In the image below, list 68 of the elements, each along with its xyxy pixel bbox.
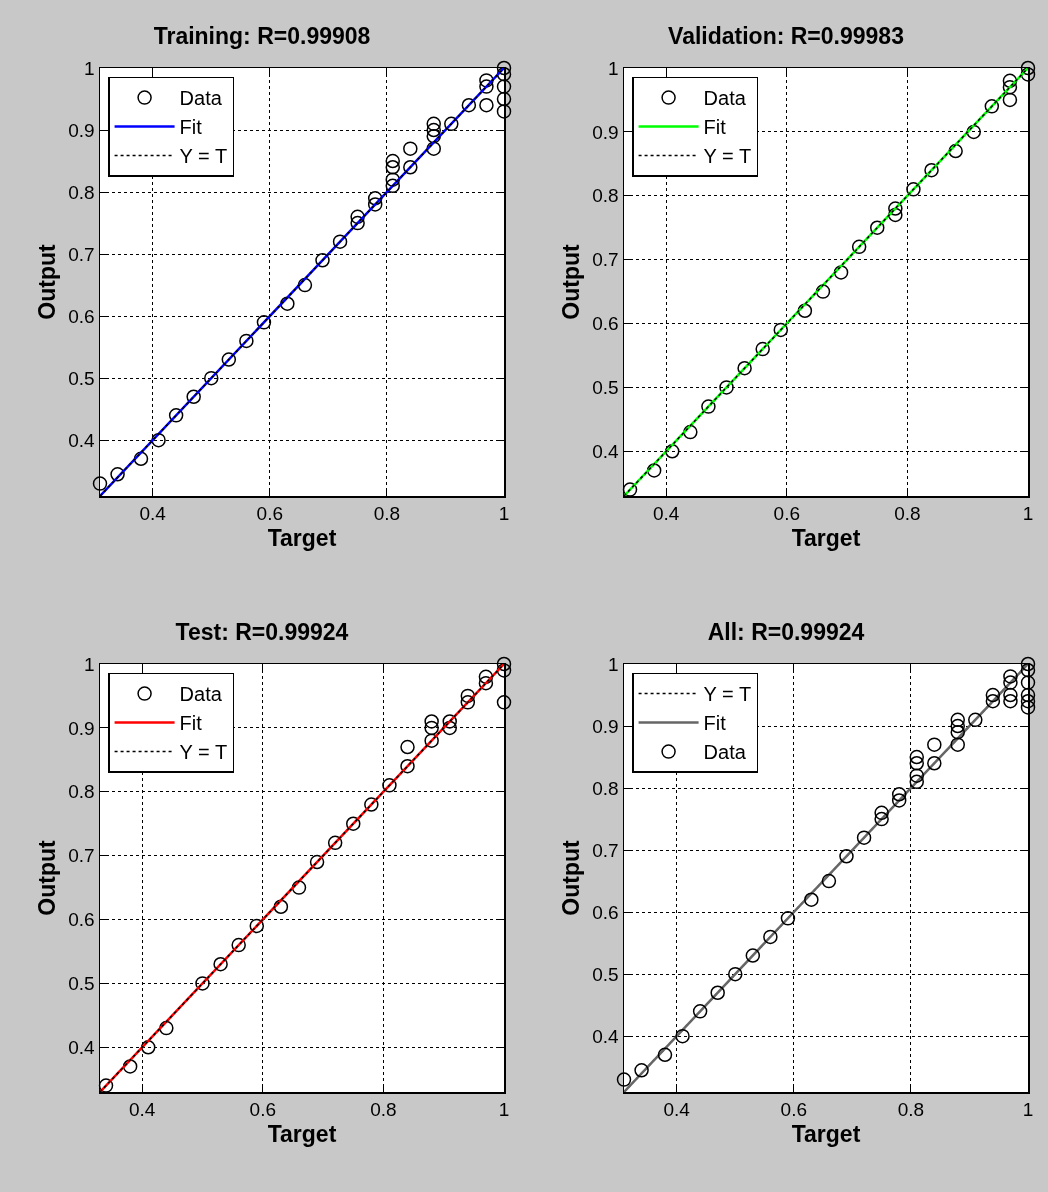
x-axis-title: Target xyxy=(267,1120,337,1147)
y-tick-label: 0.9 xyxy=(68,717,95,739)
x-tick-label: 0.6 xyxy=(780,1099,808,1121)
x-tick-label: 0.4 xyxy=(129,1099,156,1121)
y-tick-label: 0.5 xyxy=(592,963,619,985)
x-tick-label: 0.8 xyxy=(370,1099,397,1121)
x-tick-label: 1 xyxy=(1022,503,1034,525)
y-tick-label: 0.9 xyxy=(592,121,619,143)
y-tick-label: 0.5 xyxy=(68,367,95,389)
legend-label: Y = T xyxy=(179,741,228,764)
x-axis-title: Target xyxy=(267,524,337,551)
y-axis-title: Output xyxy=(557,839,584,916)
y-tick-label: 0.5 xyxy=(68,973,95,995)
x-tick-label: 0.4 xyxy=(139,503,167,525)
y-tick-label: 0.6 xyxy=(68,909,95,931)
y-tick-label: 0.4 xyxy=(68,1036,96,1058)
y-tick-label: 0.4 xyxy=(68,429,96,451)
legend-label: Y = T xyxy=(703,145,752,168)
chart-title: Training: R=0.99908 xyxy=(153,22,371,49)
y-tick-label: 0.8 xyxy=(592,777,619,799)
y-tick-label: 1 xyxy=(608,653,619,675)
chart-title: All: R=0.99924 xyxy=(707,618,865,645)
legend-label: Fit xyxy=(179,116,203,139)
x-tick-label: 0.8 xyxy=(897,1099,925,1121)
x-axis-title: Target xyxy=(791,1120,861,1147)
y-tick-label: 0.8 xyxy=(68,781,95,803)
y-tick-label: 0.8 xyxy=(592,185,619,207)
x-tick-label: 0.6 xyxy=(773,503,801,525)
chart-title: Validation: R=0.99983 xyxy=(668,22,904,49)
legend-label: Data xyxy=(703,87,747,110)
x-tick-label: 0.8 xyxy=(373,503,401,525)
x-tick-label: 0.6 xyxy=(256,503,284,525)
y-tick-label: 0.9 xyxy=(68,119,95,141)
y-tick-label: 1 xyxy=(84,653,95,675)
y-tick-label: 0.7 xyxy=(68,243,95,265)
y-tick-label: 0.9 xyxy=(592,715,619,737)
y-tick-label: 0.7 xyxy=(68,845,95,867)
legend-label: Data xyxy=(703,741,747,764)
x-tick-label: 0.4 xyxy=(663,1099,691,1121)
y-tick-label: 0.5 xyxy=(592,377,619,399)
legend-label: Y = T xyxy=(703,683,752,706)
x-tick-label: 0.4 xyxy=(653,503,680,525)
legend-label: Data xyxy=(179,683,223,706)
chart-title: Test: R=0.99924 xyxy=(175,618,349,645)
y-tick-label: 0.4 xyxy=(592,440,620,462)
legend-label: Fit xyxy=(179,712,203,735)
x-tick-label: 1 xyxy=(498,1099,510,1121)
legend-label: Fit xyxy=(703,712,727,735)
x-tick-label: 1 xyxy=(498,503,510,525)
y-tick-label: 0.8 xyxy=(68,181,95,203)
x-tick-label: 1 xyxy=(1022,1099,1034,1121)
y-tick-label: 1 xyxy=(608,57,619,79)
legend-label: Data xyxy=(179,87,223,110)
y-tick-label: 1 xyxy=(84,57,95,79)
y-tick-label: 0.7 xyxy=(592,249,619,271)
legend-label: Y = T xyxy=(179,145,228,168)
y-tick-label: 0.6 xyxy=(68,305,95,327)
y-axis-title: Output xyxy=(33,243,60,320)
y-axis-title: Output xyxy=(33,839,60,916)
y-tick-label: 0.6 xyxy=(592,313,619,335)
x-tick-label: 0.8 xyxy=(894,503,921,525)
x-axis-title: Target xyxy=(791,524,861,551)
y-axis-title: Output xyxy=(557,243,584,320)
y-tick-label: 0.6 xyxy=(592,901,619,923)
x-tick-label: 0.6 xyxy=(249,1099,277,1121)
legend-label: Fit xyxy=(703,116,727,139)
y-tick-label: 0.4 xyxy=(592,1025,620,1047)
y-tick-label: 0.7 xyxy=(592,839,619,861)
